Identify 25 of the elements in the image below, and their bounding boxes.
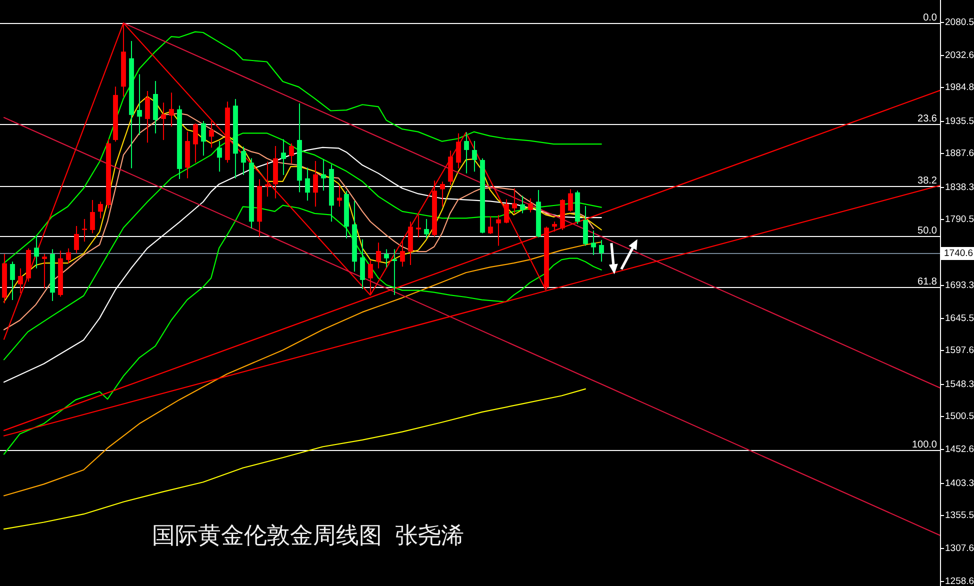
- y-tick-label: 1548.3: [945, 379, 974, 390]
- y-tick-label: 1935.5: [945, 116, 974, 127]
- y-tick-label: 1355.5: [945, 510, 974, 521]
- annotation: 23.6: [918, 114, 938, 124]
- y-tick-label: 1403.3: [945, 478, 974, 489]
- y-tick-label: 1307.6: [945, 543, 974, 554]
- y-tick-label: 1790.5: [945, 214, 974, 225]
- y-tick-label: 1693.3: [945, 280, 974, 291]
- y-tick-label: 2080.5: [945, 17, 974, 28]
- y-tick-label: 1887.6: [945, 148, 974, 159]
- ref-line-label: 1740.6: [944, 248, 974, 259]
- y-tick-label: 1452.6: [945, 444, 974, 455]
- y-tick-label: 2032.6: [945, 50, 974, 61]
- annotation: 61.8: [918, 276, 938, 288]
- y-tick-label: 1500.5: [945, 411, 974, 422]
- y-tick-label: 1645.5: [945, 313, 974, 324]
- annotation: 50.0: [918, 226, 938, 236]
- y-tick-label: 1838.3: [945, 182, 974, 193]
- annotation: 100.0: [912, 440, 938, 450]
- annotation: 38.2: [918, 176, 938, 186]
- annotation: 0.0: [923, 12, 938, 24]
- y-tick-label: 1258.6: [945, 576, 974, 586]
- y-tick-label: 1597.6: [945, 345, 974, 356]
- text: 国际黄金伦敦金周线图 张尧浠: [152, 522, 464, 548]
- y-tick-label: 1984.8: [945, 82, 974, 93]
